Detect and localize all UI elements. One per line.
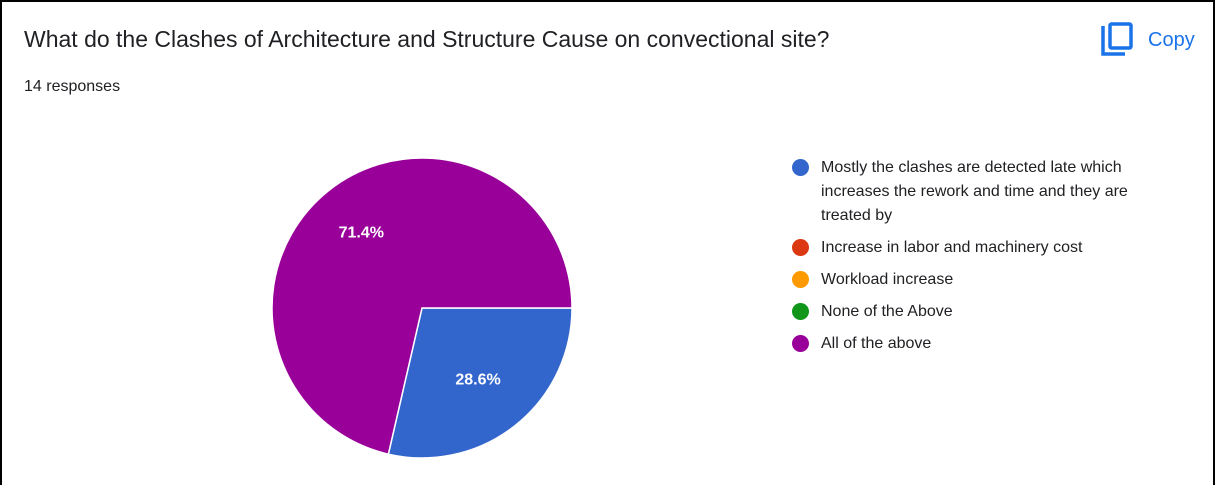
legend-label-1: Increase in labor and machinery cost [821, 239, 1083, 256]
legend-label-2: Workload increase [821, 271, 954, 288]
copy-label: Copy [1148, 28, 1195, 51]
legend-swatch-3 [792, 303, 809, 320]
legend-swatch-4 [792, 335, 809, 352]
copy-button[interactable]: Copy [1100, 22, 1195, 58]
pie-slice-label-4: 71.4% [339, 225, 384, 242]
legend-item-2[interactable]: Workload increase [792, 268, 1152, 292]
legend: Mostly the clashes are detected late whi… [792, 156, 1152, 364]
response-count: 14 responses [24, 78, 121, 95]
legend-item-0[interactable]: Mostly the clashes are detected late whi… [792, 156, 1152, 228]
legend-swatch-2 [792, 271, 809, 288]
legend-item-4[interactable]: All of the above [792, 332, 1152, 356]
legend-swatch-0 [792, 159, 809, 176]
legend-label-3: None of the Above [821, 303, 953, 320]
legend-label-4: All of the above [821, 335, 932, 352]
pie-slice-4 [272, 157, 573, 456]
pie-chart: 28.6% 71.4% [272, 157, 573, 459]
legend-item-3[interactable]: None of the Above [792, 300, 1152, 324]
legend-swatch-1 [792, 239, 809, 256]
question-title: What do the Clashes of Architecture and … [24, 26, 830, 52]
copy-icon [1101, 22, 1133, 56]
legend-item-1[interactable]: Increase in labor and machinery cost [792, 236, 1152, 260]
pie-slice-label-0: 28.6% [455, 371, 500, 388]
legend-label-0: Mostly the clashes are detected late whi… [821, 159, 1128, 224]
pie-slice-0 [387, 307, 573, 459]
